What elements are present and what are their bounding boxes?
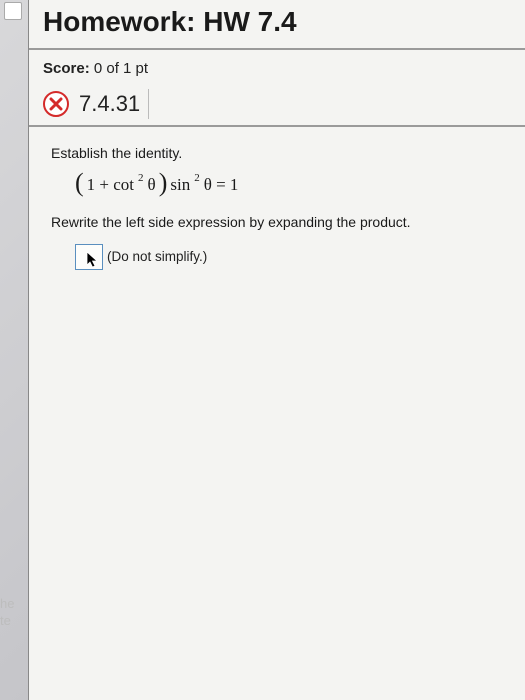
score-label: Score: [43,60,90,77]
equation: ( 1 + cot 2 θ ) sin 2 θ = 1 [75,175,507,196]
answer-hint: (Do not simplify.) [107,249,207,264]
eq-exp1: 2 [138,172,144,184]
eq-term2a: sin [170,175,190,195]
homework-panel: Homework: HW 7.4 Score: 0 of 1 pt 7.4.31… [28,0,525,700]
eq-term2b: θ = 1 [204,175,239,195]
title-row: Homework: HW 7.4 [29,0,525,50]
watermark: he te [0,596,14,630]
watermark-line2: te [0,613,14,630]
eq-term1a: 1 + cot [87,175,134,195]
page-title: Homework: HW 7.4 [43,6,511,38]
lparen: ( [75,173,84,194]
score-row: Score: 0 of 1 pt [29,50,525,85]
question-content: Establish the identity. ( 1 + cot 2 θ ) … [29,127,525,270]
instruction-text: Establish the identity. [51,145,507,161]
wrong-icon [43,91,69,117]
answer-row: (Do not simplify.) [75,244,507,270]
rparen: ) [159,173,168,194]
question-number: 7.4.31 [75,89,149,119]
score-value: 0 of 1 pt [94,60,148,77]
eq-term1b: θ [148,175,156,195]
cursor-icon [86,251,102,271]
select-checkbox[interactable] [4,2,22,20]
step-instruction: Rewrite the left side expression by expa… [51,214,507,230]
question-bar: 7.4.31 [29,85,525,127]
eq-exp2: 2 [194,172,200,184]
answer-input[interactable] [75,244,103,270]
watermark-line1: he [0,596,14,613]
